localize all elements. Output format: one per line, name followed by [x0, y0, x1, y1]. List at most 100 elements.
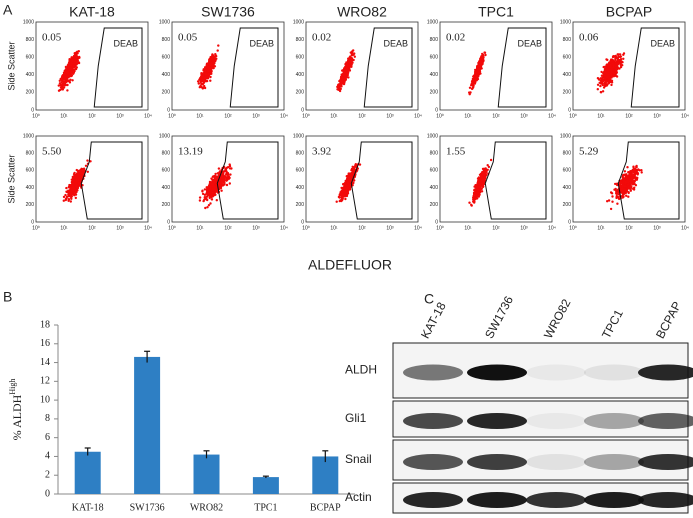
- event-dot: [72, 188, 76, 192]
- event-dot: [77, 56, 80, 59]
- event-dot: [610, 83, 613, 87]
- event-dot: [348, 176, 351, 179]
- event-dot: [625, 173, 628, 176]
- event-dot: [468, 91, 471, 94]
- event-dot: [63, 81, 66, 85]
- event-dot: [603, 74, 607, 78]
- y-tick-label: 0: [435, 219, 438, 225]
- x-tick-label: 10³: [520, 113, 528, 119]
- event-dot: [203, 188, 207, 191]
- x-tick-label: 10¹: [196, 225, 204, 231]
- event-dot: [473, 195, 476, 199]
- event-dot: [75, 184, 78, 188]
- band: [526, 454, 586, 470]
- event-dot: [72, 72, 75, 76]
- event-dot: [218, 170, 221, 173]
- y-tick-label: 0: [568, 219, 571, 225]
- y-tick-label: 1000: [293, 133, 304, 139]
- event-dot: [67, 189, 70, 192]
- event-dot: [352, 58, 355, 62]
- x-tick-label: 10⁰: [302, 225, 310, 231]
- event-dot: [72, 172, 76, 176]
- event-dot: [480, 58, 483, 61]
- event-dot: [215, 57, 218, 60]
- event-dot: [600, 70, 603, 74]
- y-tick-label: 2: [45, 470, 50, 481]
- x-tick-label: 10²: [358, 225, 366, 231]
- event-dot: [69, 186, 72, 189]
- event-dot: [616, 62, 619, 65]
- event-dot: [340, 193, 343, 196]
- event-dot: [634, 178, 637, 181]
- cell-line-label: TPC1: [478, 4, 514, 20]
- bar: [74, 451, 101, 494]
- event-dot: [640, 169, 643, 172]
- band: [403, 413, 463, 429]
- x-tick-label: 10²: [88, 225, 96, 231]
- x-tick-label: 10⁰: [168, 225, 176, 231]
- event-dot: [205, 197, 208, 201]
- event-dot: [205, 79, 209, 83]
- event-dot: [200, 82, 203, 86]
- event-dot: [214, 172, 217, 176]
- x-tick-label: 10³: [386, 225, 394, 231]
- event-dot: [228, 167, 232, 170]
- x-tick-label: 10³: [252, 225, 260, 231]
- event-dot: [219, 186, 222, 189]
- event-dot: [632, 187, 635, 191]
- x-tick-label: 10¹: [464, 113, 472, 119]
- event-dot: [474, 197, 477, 200]
- gate-percentage: 1.55: [446, 146, 466, 158]
- event-dot: [622, 57, 625, 60]
- y-tick-label: 0: [31, 107, 34, 113]
- band: [638, 413, 693, 429]
- event-dot: [339, 87, 342, 91]
- event-dot: [74, 191, 77, 194]
- event-dot: [615, 67, 618, 70]
- x-tick-label: 10⁰: [436, 225, 444, 231]
- event-dot: [605, 76, 609, 79]
- plot-frame: [572, 21, 686, 111]
- flow-plot: 0.02 DEAB 10⁰ 10¹ 10² 10³ 10⁴ 0 200 400 600 800 1000: [293, 19, 422, 119]
- event-dot: [474, 185, 477, 188]
- plot-frame: [35, 21, 149, 111]
- event-dot: [216, 49, 219, 52]
- event-dot: [71, 79, 74, 82]
- event-dot: [345, 72, 349, 76]
- event-dot: [65, 186, 68, 190]
- event-dot: [70, 178, 74, 181]
- event-dot: [211, 66, 214, 70]
- event-dot: [212, 189, 215, 192]
- event-dot: [217, 44, 220, 47]
- gate-percentage: 3.92: [312, 146, 331, 158]
- event-dot: [211, 57, 214, 60]
- event-dot: [614, 58, 617, 62]
- event-dot: [347, 76, 350, 79]
- event-dot: [621, 185, 624, 188]
- x-tick-label: 10²: [224, 225, 232, 231]
- event-dot: [215, 199, 218, 202]
- x-tick-label: 10²: [625, 225, 633, 231]
- event-dot: [61, 76, 64, 79]
- event-dot: [72, 182, 76, 185]
- event-dot: [635, 169, 639, 173]
- event-dot: [477, 63, 481, 66]
- event-dot: [203, 84, 206, 88]
- event-dot: [71, 60, 75, 63]
- x-tick-label: 10⁴: [280, 113, 288, 119]
- band: [526, 492, 586, 508]
- event-dot: [622, 173, 625, 177]
- y-tick-label: 400: [26, 72, 35, 78]
- event-dot: [353, 55, 356, 58]
- event-dot: [75, 55, 78, 59]
- event-dot: [67, 64, 70, 68]
- gate: [630, 27, 680, 108]
- event-dot: [615, 75, 619, 78]
- event-dot: [340, 189, 343, 192]
- band: [584, 454, 644, 470]
- event-dot: [209, 185, 212, 189]
- event-dot: [603, 65, 607, 69]
- y-axis-label: Side Scatter: [6, 154, 16, 203]
- event-dot: [210, 195, 213, 199]
- event-dot: [57, 84, 60, 87]
